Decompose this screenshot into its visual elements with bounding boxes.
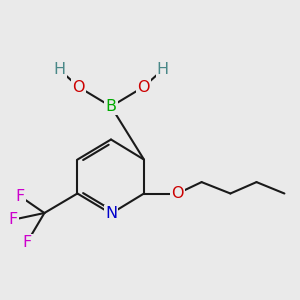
Text: F: F bbox=[22, 235, 32, 250]
Text: N: N bbox=[105, 206, 117, 221]
Text: O: O bbox=[72, 80, 85, 94]
Text: H: H bbox=[53, 62, 65, 77]
Text: F: F bbox=[9, 212, 18, 227]
Text: O: O bbox=[137, 80, 150, 94]
Text: H: H bbox=[157, 62, 169, 77]
Text: F: F bbox=[16, 189, 25, 204]
Text: B: B bbox=[106, 99, 116, 114]
Text: O: O bbox=[171, 186, 184, 201]
